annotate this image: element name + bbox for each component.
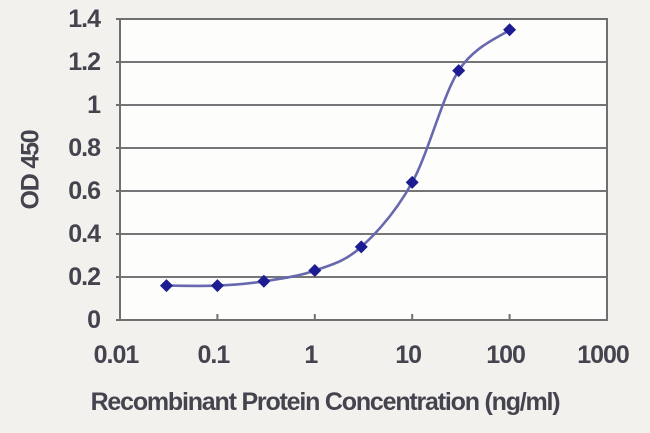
data-point-marker [405,175,419,189]
x-axis-title: Recombinant Protein Concentration (ng/ml… [90,388,561,416]
y-tick-label: 1.4 [68,5,101,33]
y-axis-title: OD 450 [16,130,45,210]
x-tick-label: 1 [304,341,318,369]
data-point-marker [503,23,517,37]
y-tick-label: 1.2 [68,48,101,76]
data-point-marker [354,240,368,254]
data-point-marker [159,279,173,293]
y-tick-label: 0.2 [68,263,101,291]
x-tick-label: 100 [486,341,526,369]
data-point-marker [257,274,271,288]
x-tick-label: 0.01 [93,341,140,369]
y-tick-label: 0.6 [68,177,101,205]
data-point-marker [308,264,322,278]
data-point-marker [452,64,466,78]
y-tick-label: 1 [87,91,101,119]
x-tick-label: 0.1 [197,341,231,369]
axis-border [119,18,608,321]
plot-background [120,19,607,320]
x-tick-label: 10 [395,341,422,369]
y-tick-label: 0.4 [68,220,101,248]
y-tick-label: 0 [87,306,101,334]
data-point-marker [210,279,224,293]
y-tick-label: 0.8 [68,134,101,162]
x-tick-label: 1000 [577,341,630,369]
